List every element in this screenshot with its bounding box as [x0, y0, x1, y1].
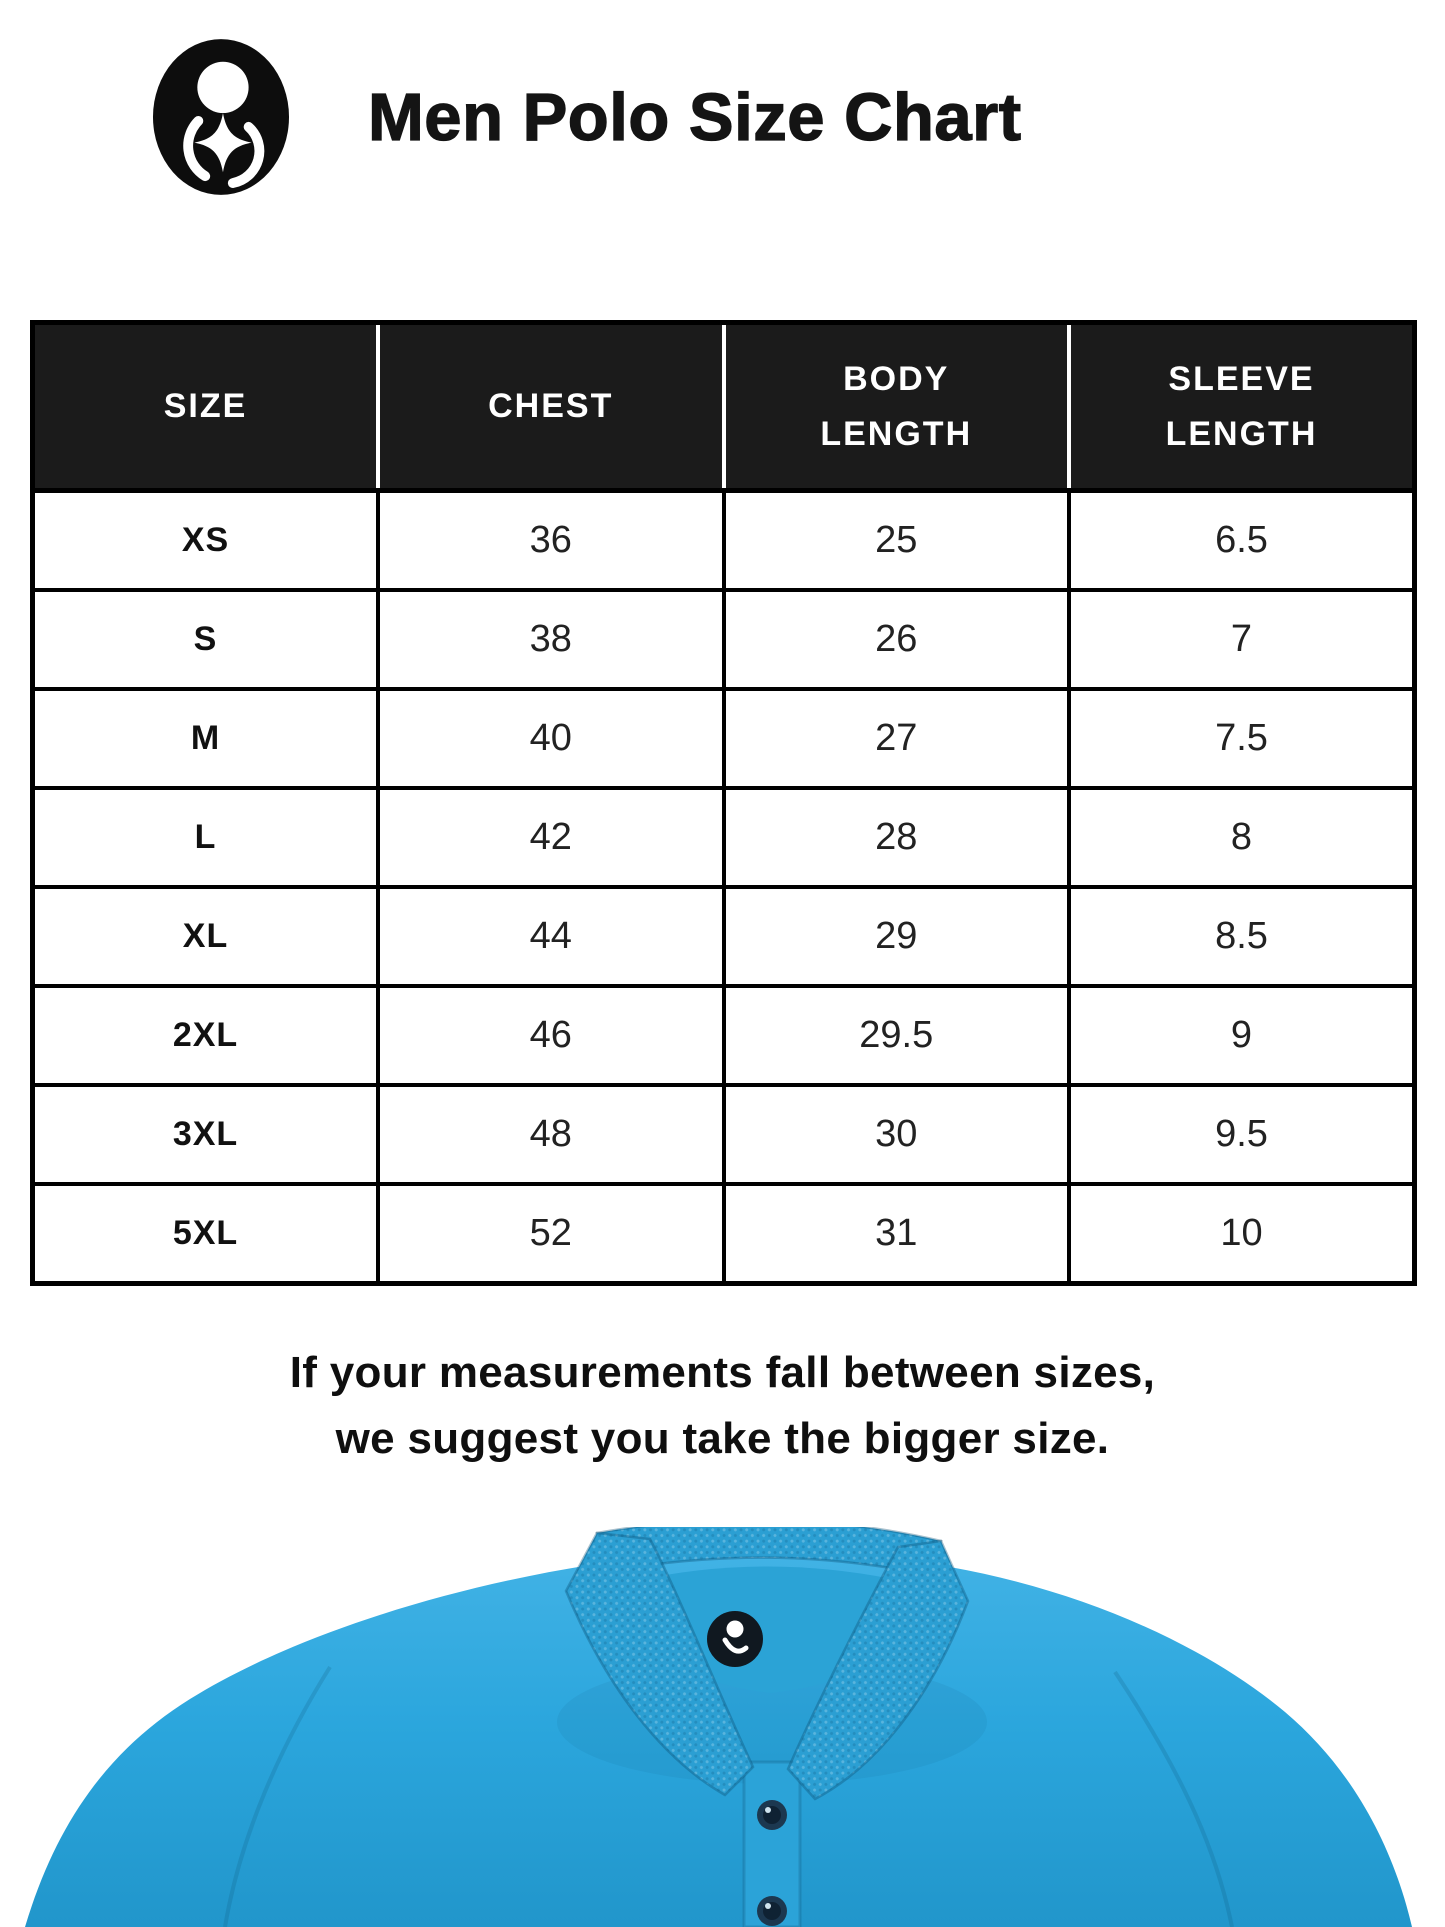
size-table-body: XS 36 25 6.5 S 38 26 7 M 40 27 7.5 L 42 28 8 XL 44 29 8.5 2X…: [30, 488, 1417, 1286]
page-title: Men Polo Size Chart: [367, 79, 1022, 155]
cell-size: S: [30, 588, 380, 691]
note-line-1: If your measurements fall between sizes,: [289, 1348, 1156, 1397]
table-row: XL 44 29 8.5: [30, 885, 1417, 988]
cell-size: XS: [30, 488, 380, 592]
table-row: M 40 27 7.5: [30, 687, 1417, 790]
cell-sleeve-length: 7.5: [1067, 687, 1417, 790]
cell-chest: 46: [376, 984, 726, 1087]
cell-chest: 48: [376, 1083, 726, 1186]
column-header-size: SIZE: [32, 322, 380, 493]
cell-chest: 36: [376, 488, 726, 592]
cell-sleeve-length: 6.5: [1067, 488, 1417, 592]
cell-body-length: 30: [721, 1083, 1071, 1186]
polo-button-1: [757, 1800, 787, 1830]
cell-size: XL: [30, 885, 380, 988]
table-row: XS 36 25 6.5: [30, 488, 1417, 592]
brand-logo-icon: [152, 39, 290, 195]
cell-chest: 38: [376, 588, 726, 691]
table-row: 3XL 48 30 9.5: [30, 1083, 1417, 1186]
table-row: S 38 26 7: [30, 588, 1417, 691]
cell-size: 2XL: [30, 984, 380, 1087]
cell-sleeve-length: 10: [1067, 1182, 1417, 1286]
cell-body-length: 26: [721, 588, 1071, 691]
cell-sleeve-length: 9: [1067, 984, 1417, 1087]
cell-body-length: 29.5: [721, 984, 1071, 1087]
cell-sleeve-length: 9.5: [1067, 1083, 1417, 1186]
cell-body-length: 28: [721, 786, 1071, 889]
cell-sleeve-length: 8: [1067, 786, 1417, 889]
cell-sleeve-length: 8.5: [1067, 885, 1417, 988]
cell-chest: 44: [376, 885, 726, 988]
note-line-2: we suggest you take the bigger size.: [335, 1414, 1110, 1463]
cell-size: M: [30, 687, 380, 790]
cell-size: 5XL: [30, 1182, 380, 1286]
cell-body-length: 29: [721, 885, 1071, 988]
column-header-chest: CHEST: [378, 322, 726, 493]
sizing-note: If your measurements fall between sizes,…: [0, 1340, 1445, 1472]
polo-collar: [564, 1527, 970, 1801]
cell-body-length: 25: [721, 488, 1071, 592]
column-header-sleeve-length: SLEEVE LENGTH: [1069, 322, 1415, 493]
cell-chest: 52: [376, 1182, 726, 1286]
cell-body-length: 27: [721, 687, 1071, 790]
cell-size: 3XL: [30, 1083, 380, 1186]
polo-button-2: [757, 1896, 787, 1926]
cell-sleeve-length: 7: [1067, 588, 1417, 691]
table-row: 2XL 46 29.5 9: [30, 984, 1417, 1087]
brand-header: Men Polo Size Chart: [152, 38, 1022, 196]
cell-size: L: [30, 786, 380, 889]
table-row: L 42 28 8: [30, 786, 1417, 889]
neck-label-logo-icon: [707, 1611, 763, 1667]
table-row: 5XL 52 31 10: [30, 1182, 1417, 1286]
polo-shirt-image: [0, 1527, 1445, 1927]
cell-chest: 42: [376, 786, 726, 889]
size-table-header: SIZE CHEST BODY LENGTH SLEEVE LENGTH: [32, 322, 1415, 493]
header-row: SIZE CHEST BODY LENGTH SLEEVE LENGTH: [32, 322, 1415, 493]
size-table: SIZE CHEST BODY LENGTH SLEEVE LENGTH XS 3…: [30, 320, 1417, 1286]
cell-body-length: 31: [721, 1182, 1071, 1286]
column-header-body-length: BODY LENGTH: [723, 322, 1071, 493]
cell-chest: 40: [376, 687, 726, 790]
